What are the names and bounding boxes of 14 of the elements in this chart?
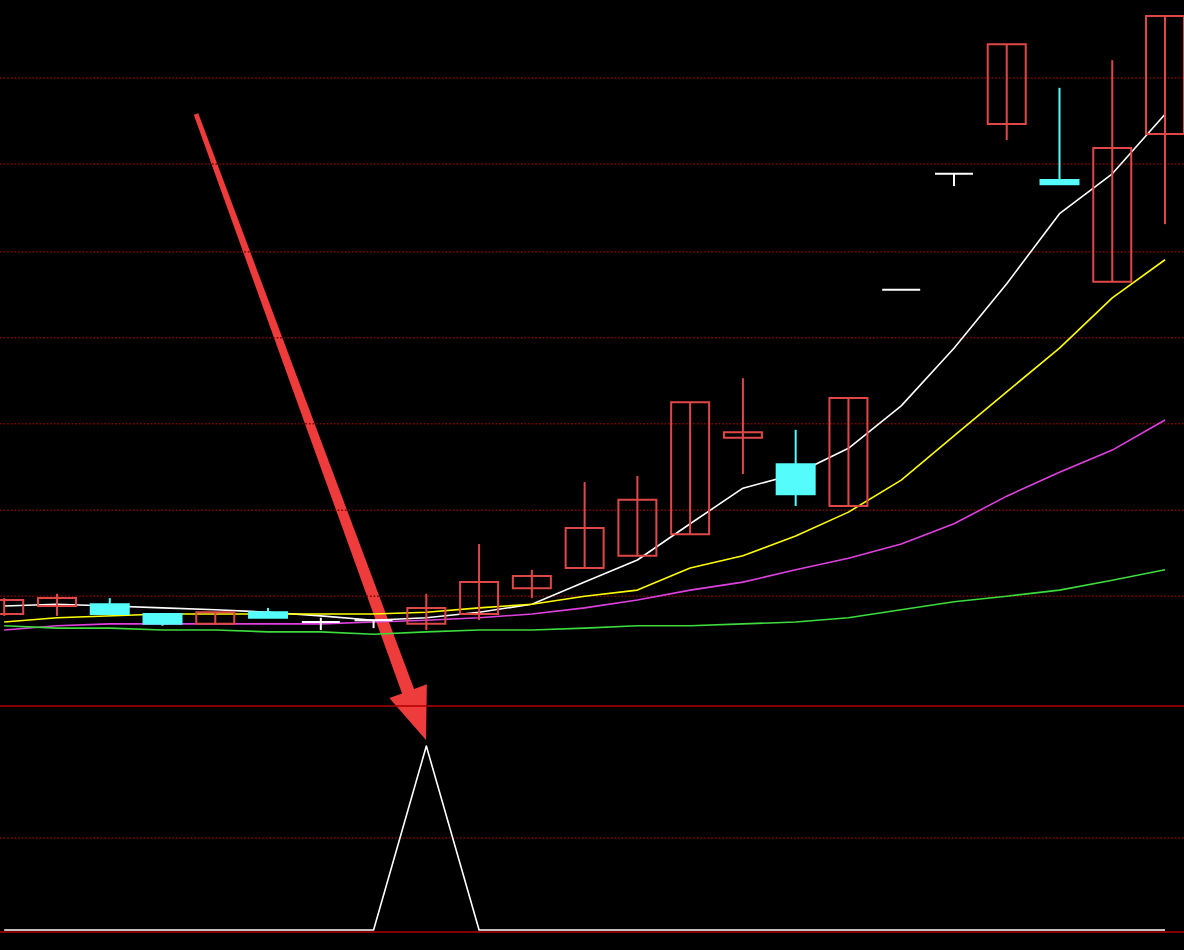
- candlestick: [670, 401, 711, 536]
- candlestick: [406, 592, 447, 632]
- candlestick: [1092, 59, 1133, 283]
- candlestick: [1039, 86, 1080, 186]
- candlestick: [722, 377, 763, 476]
- candlestick: [459, 543, 500, 622]
- candlestick: [617, 474, 658, 557]
- candlestick: [36, 592, 77, 617]
- candlestick: [986, 43, 1027, 142]
- candlestick: [775, 428, 816, 507]
- candlestick: [564, 481, 605, 569]
- candlestick: [828, 396, 869, 507]
- candlestick: [511, 568, 552, 600]
- candlestick: [1145, 15, 1184, 226]
